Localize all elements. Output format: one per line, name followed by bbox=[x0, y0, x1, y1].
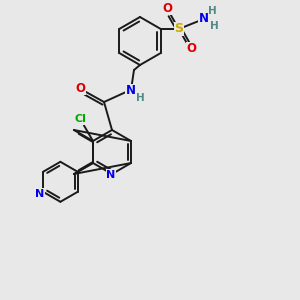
Text: H: H bbox=[208, 6, 217, 16]
Text: N: N bbox=[199, 13, 209, 26]
Text: O: O bbox=[75, 82, 85, 94]
Text: S: S bbox=[174, 22, 183, 35]
Text: H: H bbox=[210, 21, 219, 31]
Text: N: N bbox=[35, 189, 44, 199]
Text: O: O bbox=[187, 43, 197, 56]
Text: Cl: Cl bbox=[74, 114, 86, 124]
Text: N: N bbox=[126, 85, 136, 98]
Text: H: H bbox=[136, 93, 144, 103]
Text: N: N bbox=[106, 170, 116, 180]
Text: O: O bbox=[163, 2, 173, 14]
